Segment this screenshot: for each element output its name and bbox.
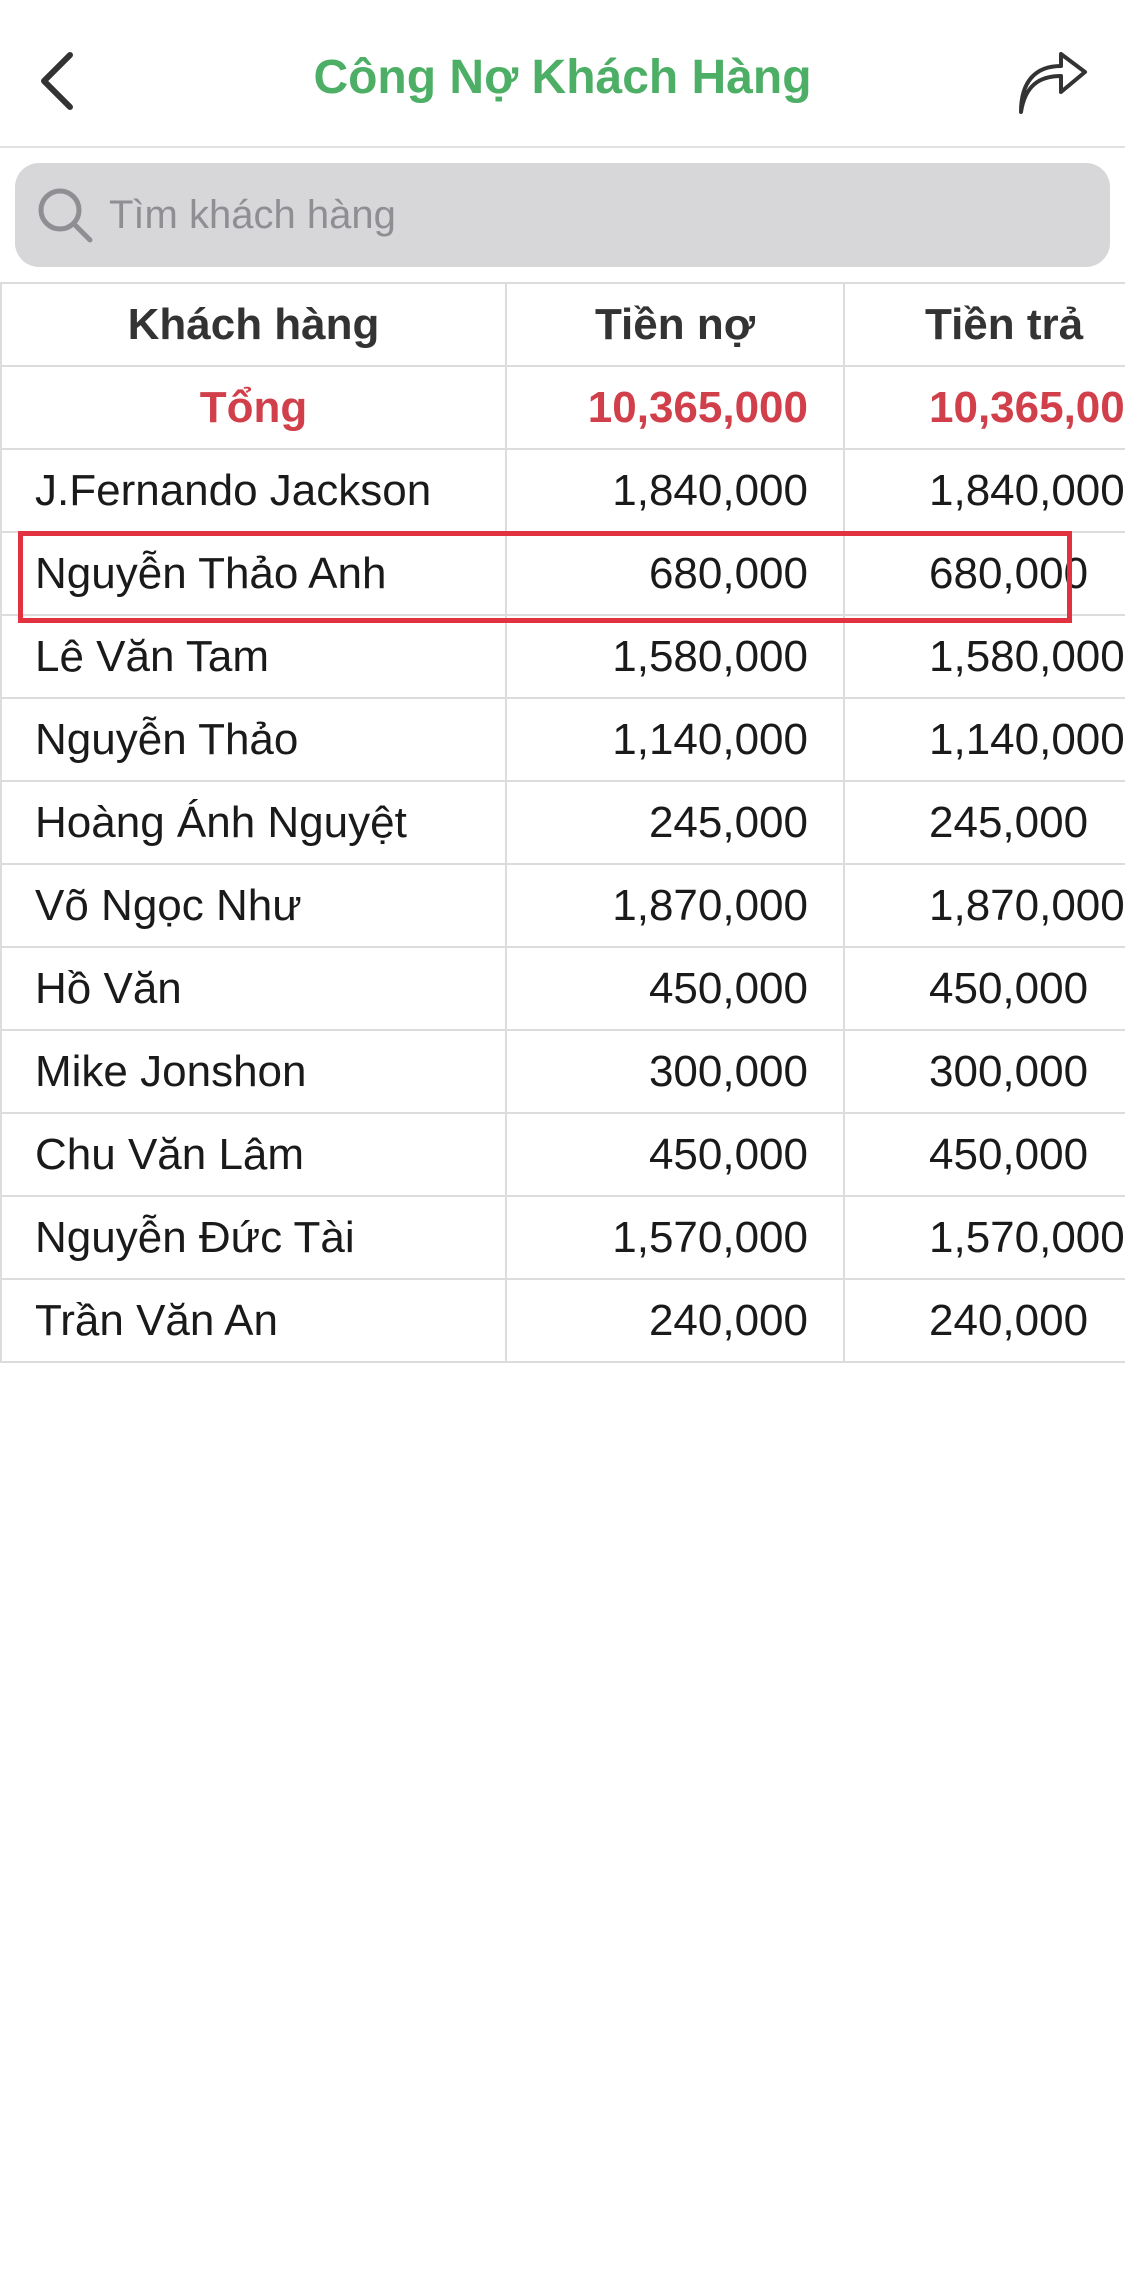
debt-amount: 300,000: [505, 1029, 845, 1114]
paid-amount: 300,000: [843, 1029, 1125, 1114]
total-debt: 10,365,000: [505, 365, 845, 450]
customer-name: J.Fernando Jackson: [0, 448, 507, 533]
debt-amount: 1,840,000: [505, 448, 845, 533]
customer-name: Võ Ngọc Như: [0, 863, 507, 948]
debt-amount: 1,570,000: [505, 1195, 845, 1280]
paid-amount: 450,000: [843, 946, 1125, 1031]
header-customer[interactable]: Khách hàng: [0, 282, 507, 367]
paid-amount: 1,140,000: [843, 697, 1125, 782]
debt-amount: 245,000: [505, 780, 845, 865]
table-header-row: Khách hàng Tiền nợ Tiền trả: [0, 282, 1125, 367]
customer-name: Chu Văn Lâm: [0, 1112, 507, 1197]
debt-amount: 1,870,000: [505, 863, 845, 948]
share-icon: [1019, 52, 1087, 114]
search-input[interactable]: [109, 163, 1089, 267]
customer-name: Lê Văn Tam: [0, 614, 507, 699]
paid-amount: 1,840,000: [843, 448, 1125, 533]
table-row[interactable]: Mike Jonshon 300,000 300,000: [0, 1029, 1125, 1114]
debt-amount: 240,000: [505, 1278, 845, 1363]
table-row[interactable]: Võ Ngọc Như 1,870,000 1,870,000: [0, 863, 1125, 948]
total-row: Tổng 10,365,000 10,365,000: [0, 365, 1125, 450]
table-row[interactable]: Chu Văn Lâm 450,000 450,000: [0, 1112, 1125, 1197]
total-label: Tổng: [0, 365, 507, 450]
debt-amount: 1,140,000: [505, 697, 845, 782]
customer-name: Mike Jonshon: [0, 1029, 507, 1114]
customer-name: Nguyễn Thảo Anh: [0, 531, 507, 616]
customer-name: Trần Văn An: [0, 1278, 507, 1363]
customer-name: Hoàng Ánh Nguyệt: [0, 780, 507, 865]
page-title: Công Nợ Khách Hàng: [313, 51, 812, 104]
chevron-left-icon: [41, 52, 73, 110]
paid-amount: 245,000: [843, 780, 1125, 865]
debt-amount: 450,000: [505, 1112, 845, 1197]
table-row[interactable]: Hoàng Ánh Nguyệt 245,000 245,000: [0, 780, 1125, 865]
debt-amount: 450,000: [505, 946, 845, 1031]
table-row[interactable]: Nguyễn Đức Tài 1,570,000 1,570,000: [0, 1195, 1125, 1280]
table-row[interactable]: Hồ Văn 450,000 450,000: [0, 946, 1125, 1031]
paid-amount: 240,000: [843, 1278, 1125, 1363]
table-row[interactable]: J.Fernando Jackson 1,840,000 1,840,000: [0, 448, 1125, 533]
debt-table: Khách hàng Tiền nợ Tiền trả Tổng 10,365,…: [0, 282, 1125, 1363]
customer-name: Hồ Văn: [0, 946, 507, 1031]
debt-amount: 1,580,000: [505, 614, 845, 699]
customer-name: Nguyễn Đức Tài: [0, 1195, 507, 1280]
share-button[interactable]: [1013, 44, 1093, 124]
paid-amount: 1,580,000: [843, 614, 1125, 699]
table-row[interactable]: Nguyễn Thảo Anh 680,000 680,000: [0, 531, 1125, 616]
search-icon: [38, 188, 93, 243]
debt-amount: 680,000: [505, 531, 845, 616]
header-debt[interactable]: Tiền nợ: [505, 282, 845, 367]
total-paid: 10,365,000: [843, 365, 1125, 450]
back-button[interactable]: [28, 40, 88, 122]
customer-name: Nguyễn Thảo: [0, 697, 507, 782]
paid-amount: 450,000: [843, 1112, 1125, 1197]
nav-header: Công Nợ Khách Hàng: [0, 0, 1125, 148]
table-row[interactable]: Trần Văn An 240,000 240,000: [0, 1278, 1125, 1363]
header-paid[interactable]: Tiền trả: [843, 282, 1125, 367]
paid-amount: 1,570,000: [843, 1195, 1125, 1280]
paid-amount: 680,000: [843, 531, 1125, 616]
search-bar: [15, 163, 1110, 267]
table-row[interactable]: Lê Văn Tam 1,580,000 1,580,000: [0, 614, 1125, 699]
paid-amount: 1,870,000: [843, 863, 1125, 948]
table-row[interactable]: Nguyễn Thảo 1,140,000 1,140,000: [0, 697, 1125, 782]
